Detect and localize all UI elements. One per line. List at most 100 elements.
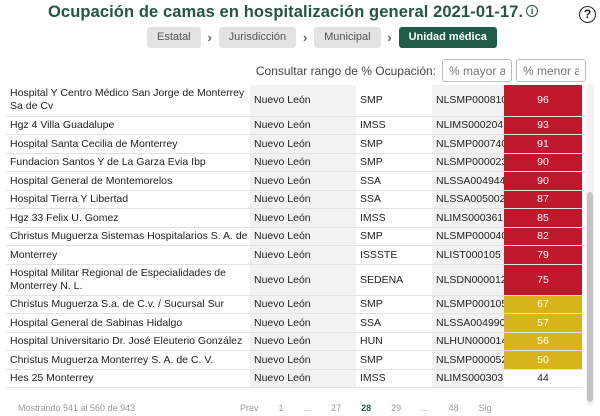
occupancy-cell: 91 bbox=[504, 134, 582, 154]
help-icon[interactable]: ? bbox=[579, 6, 596, 23]
occupancy-cell: 50 bbox=[504, 350, 582, 370]
occupancy-cell: 85 bbox=[504, 208, 582, 228]
table-row[interactable]: Christus Muguerza Monterrey S. A. de C. … bbox=[6, 350, 582, 370]
breadcrumb-item[interactable]: Jurisdicción bbox=[218, 27, 297, 48]
state-cell: Nuevo León bbox=[250, 295, 356, 314]
state-cell: Nuevo León bbox=[250, 116, 356, 135]
unit-name-cell: Monterrey bbox=[6, 245, 250, 265]
page-button[interactable]: ... bbox=[303, 403, 312, 413]
table-row[interactable]: Hospital Tierra Y Libertad Nuevo León SSA N… bbox=[6, 190, 582, 209]
institution-cell: SMP bbox=[356, 153, 432, 172]
pagination-info: Mostrando 541 al 560 de 943 bbox=[18, 403, 136, 413]
table-row[interactable]: Hospital Santa Cecilia de Monterrey Nuevo… bbox=[6, 134, 582, 154]
page-button[interactable]: 28 bbox=[361, 403, 372, 413]
unit-name-cell: Hospital Militar Regional de Especialida… bbox=[6, 264, 250, 296]
table-scrollbar[interactable] bbox=[586, 84, 594, 406]
clues-code-cell: NLIMS000361 bbox=[432, 208, 504, 228]
breadcrumb-item[interactable]: Municipal bbox=[314, 27, 381, 48]
page-button[interactable]: 48 bbox=[448, 403, 459, 413]
filter-label: Consultar rango de % Ocupación: bbox=[255, 64, 436, 78]
chevron-right-icon: › bbox=[387, 30, 392, 45]
clues-code-cell: NLIMS000204 bbox=[432, 116, 504, 135]
page-title: Ocupación de camas en hospitalización ge… bbox=[48, 3, 539, 22]
table-row[interactable]: Hospital Y Centro Médico San Jorge de Mo… bbox=[6, 85, 582, 117]
clues-code-cell: NLSMP000023 bbox=[432, 153, 504, 172]
max-occupancy-input[interactable] bbox=[516, 59, 586, 82]
unit-name-cell: Hospital Universitario Dr. José Eleuteri… bbox=[6, 332, 250, 351]
page-button[interactable]: 29 bbox=[391, 403, 402, 413]
table-row[interactable]: Hes 25 Monterrey Nuevo León IMSS NLIMS00030… bbox=[6, 369, 582, 388]
table-row[interactable]: Hospital Militar Regional de Especialida… bbox=[6, 264, 582, 296]
institution-cell: SSA bbox=[356, 171, 432, 191]
clues-code-cell: NLSMP000040 bbox=[432, 227, 504, 246]
institution-cell: SMP bbox=[356, 227, 432, 246]
institution-cell: SSA bbox=[356, 313, 432, 333]
table-row[interactable]: Christus Muguerza S.a. de C.v. / Sucursa… bbox=[6, 295, 582, 314]
page-button[interactable]: 27 bbox=[331, 403, 342, 413]
unit-name-cell: Hospital General de Montemorelos bbox=[6, 171, 250, 191]
occupancy-cell: 44 bbox=[504, 369, 582, 388]
institution-cell: IMSS bbox=[356, 369, 432, 388]
breadcrumb-item[interactable]: Estatal bbox=[147, 27, 201, 48]
info-icon[interactable]: i bbox=[526, 5, 539, 17]
min-occupancy-input[interactable] bbox=[442, 59, 512, 82]
unit-name-cell: Hgz 4 Villa Guadalupe bbox=[6, 116, 250, 135]
table-row[interactable]: Monterrey Nuevo León ISSSTE NLIST000105 79 bbox=[6, 245, 582, 265]
state-cell: Nuevo León bbox=[250, 245, 356, 265]
state-cell: Nuevo León bbox=[250, 190, 356, 209]
state-cell: Nuevo León bbox=[250, 134, 356, 154]
breadcrumb: Estatal › Jurisdicción › Municipal › Unidad mé… bbox=[147, 26, 497, 49]
table-footer: Mostrando 541 al 560 de 943 Prev 1... 27 28… bbox=[0, 403, 600, 416]
state-cell: Nuevo León bbox=[250, 350, 356, 370]
state-cell: Nuevo León bbox=[250, 85, 356, 117]
clues-code-cell: NLSMP000740 bbox=[432, 134, 504, 154]
unit-name-cell: Hgz 33 Felix U. Gomez bbox=[6, 208, 250, 228]
header: Ocupación de camas en hospitalización ge… bbox=[0, 0, 600, 26]
unit-name-cell: Christus Muguerza Sistemas Hospitalarios… bbox=[6, 227, 250, 246]
next-page-button[interactable]: Sig bbox=[478, 403, 492, 413]
occupancy-cell: 96 bbox=[504, 85, 582, 117]
unit-name-cell: Hes 25 Monterrey bbox=[6, 369, 250, 388]
chevron-right-icon: › bbox=[302, 30, 308, 45]
prev-page-button[interactable]: Prev bbox=[240, 403, 259, 413]
institution-cell: HUN bbox=[356, 332, 432, 351]
institution-cell: SMP bbox=[356, 134, 432, 154]
state-cell: Nuevo León bbox=[250, 171, 356, 191]
institution-cell: SMP bbox=[356, 295, 432, 314]
unit-name-cell: Hospital Y Centro Médico San Jorge de Mo… bbox=[6, 85, 250, 117]
institution-cell: SEDENA bbox=[356, 264, 432, 296]
breadcrumb-item[interactable]: Unidad médica bbox=[398, 27, 497, 48]
scrollbar-thumb[interactable] bbox=[587, 192, 593, 402]
state-cell: Nuevo León bbox=[250, 227, 356, 246]
institution-cell: IMSS bbox=[356, 116, 432, 135]
unit-name-cell: Hospital Santa Cecilia de Monterrey bbox=[6, 134, 250, 154]
table-row[interactable]: Christus Muguerza Sistemas Hospitalarios… bbox=[6, 227, 582, 246]
chevron-right-icon: › bbox=[207, 30, 212, 45]
occupancy-cell: 93 bbox=[504, 116, 582, 135]
occupancy-cell: 87 bbox=[504, 190, 582, 209]
unit-name-cell: Hospital Tierra Y Libertad bbox=[6, 190, 250, 209]
occupancy-cell: 82 bbox=[504, 227, 582, 246]
clues-code-cell: NLSDN000012 bbox=[432, 264, 504, 296]
table-row[interactable]: Hgz 33 Felix U. Gomez Nuevo León IMSS NLIMS… bbox=[6, 208, 582, 228]
occupancy-filter: Consultar rango de % Ocupación: bbox=[0, 59, 600, 83]
institution-cell: SMP bbox=[356, 350, 432, 370]
state-cell: Nuevo León bbox=[250, 332, 356, 351]
unit-name-cell: Christus Muguerza S.a. de C.v. / Sucursa… bbox=[6, 295, 250, 314]
page-button[interactable]: ... bbox=[421, 403, 429, 413]
occupancy-cell: 90 bbox=[504, 153, 582, 172]
table-row[interactable]: Hgz 4 Villa Guadalupe Nuevo León IMSS NLIMS… bbox=[6, 116, 582, 135]
state-cell: Nuevo León bbox=[250, 369, 356, 388]
unit-name-cell: Christus Muguerza Monterrey S. A. de C. … bbox=[6, 350, 250, 370]
clues-code-cell: NLSMP000105 bbox=[432, 295, 504, 314]
clues-code-cell: NLSSA004990 bbox=[432, 313, 504, 333]
page-button[interactable]: 1 bbox=[278, 403, 284, 413]
occupancy-cell: 67 bbox=[504, 295, 582, 314]
table-row[interactable]: Fundacion Santos Y de La Garza Evia Ibp N… bbox=[6, 153, 582, 172]
table-row[interactable]: Hospital General de Montemorelos Nuevo Le… bbox=[6, 171, 582, 191]
clues-code-cell: NLSMP000052 bbox=[432, 350, 504, 370]
table-row[interactable]: Hospital Universitario Dr. José Eleuteri… bbox=[6, 332, 582, 351]
institution-cell: IMSS bbox=[356, 208, 432, 228]
occupancy-cell: 90 bbox=[504, 171, 582, 191]
table-row[interactable]: Hospital General de Sabinas Hidalgo Nuevo… bbox=[6, 313, 582, 333]
